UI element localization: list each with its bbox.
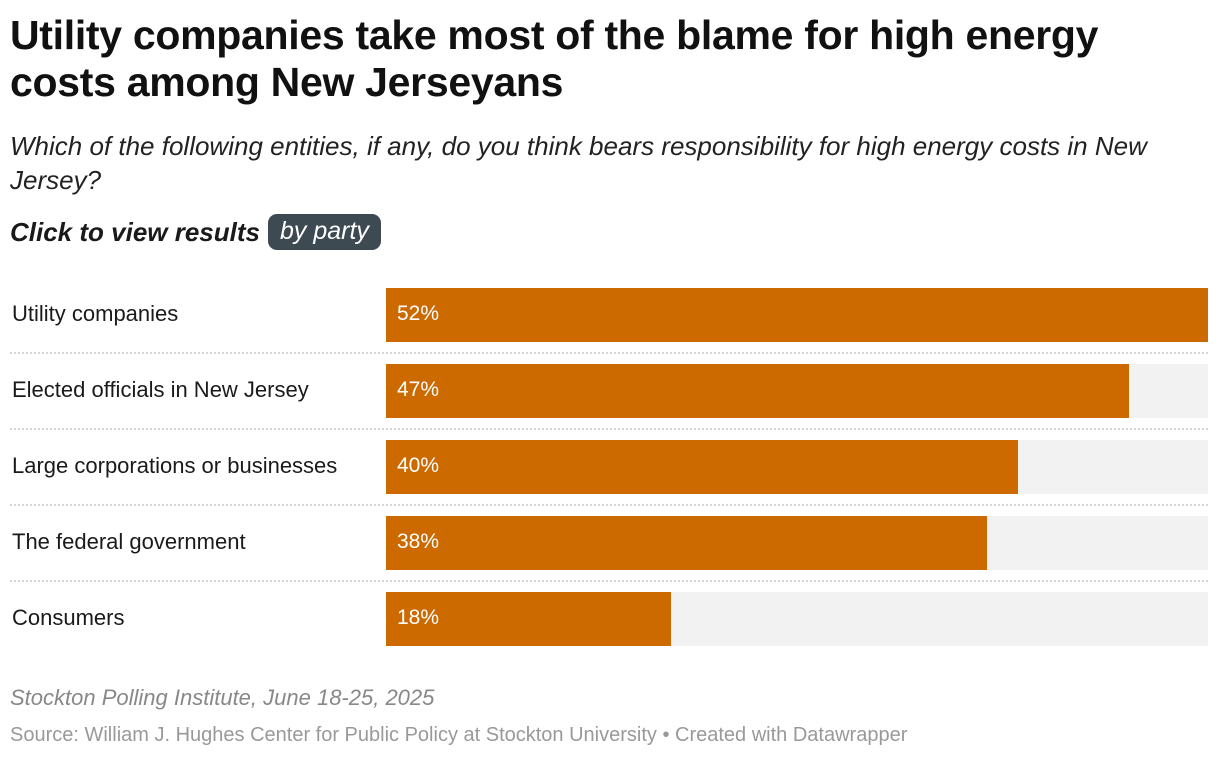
chart-subtitle: Which of the following entities, if any,… [10,131,1147,195]
category-label: The federal government [12,529,246,554]
category-label: Large corporations or businesses [12,453,338,478]
row-divider [10,428,1208,430]
bar-value-label: 18% [397,606,440,629]
source-line: Source: William J. Hughes Center for Pub… [10,724,908,746]
category-label: Elected officials in New Jersey [12,377,309,402]
row-divider [10,504,1208,506]
category-label: Utility companies [12,301,179,326]
bar-value-label: 47% [397,378,440,401]
survey-note: Stockton Polling Institute, June 18-25, … [10,685,435,710]
row-divider [10,352,1208,354]
chart-title: Utility companies take most of the blame… [10,12,1099,105]
bar-value-label: 52% [397,302,440,325]
bar [386,516,987,570]
bar-value-label: 38% [397,530,440,553]
bar [386,288,1208,342]
view-toggle: Click to view results by party [10,213,381,251]
bar-value-label: 40% [397,454,440,477]
bar [386,440,1019,494]
by-party-button[interactable]: by party [267,214,381,250]
category-label: Consumers [12,605,125,630]
bar [386,592,671,646]
toggle-label: Click to view results [10,216,260,247]
row-divider [10,580,1208,582]
bar [386,364,1129,418]
